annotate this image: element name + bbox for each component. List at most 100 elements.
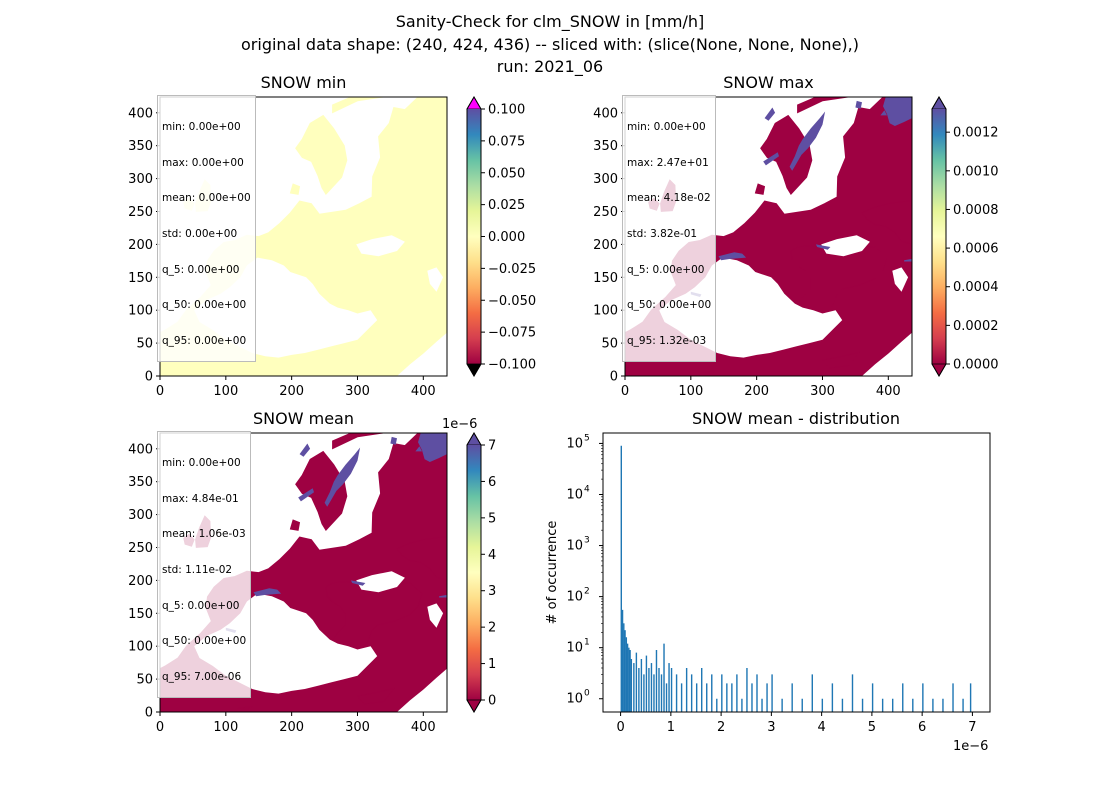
histogram-bar [633,663,635,712]
colorbar-tick-label: −0.100 [488,358,536,373]
y-tick-exponent: 1 [584,638,590,648]
land-shape [332,433,384,450]
y-tick-label: 400 [593,106,618,121]
stat-line: max: 0.00e+00 [162,156,244,169]
y-tick-exponent: 0 [584,689,590,699]
colorbar-over-triangle [931,96,947,110]
y-tick-label: 350 [128,139,153,154]
map-y-ticks: 0 50 100 150 200 250 300 350 400 [593,106,625,385]
histogram-bar [871,683,874,712]
figure-title-line-1: Sanity-Check for clm_SNOW in [mm/h] [395,12,705,31]
stat-line: max: 2.47e+01 [627,156,709,169]
sea-shape [862,332,912,376]
y-tick-label: 300 [593,172,618,187]
histogram-bar [645,655,648,712]
y-tick-label: 200 [128,238,153,253]
x-tick-label: 200 [279,720,304,735]
y-tick-label: 200 [128,574,153,589]
y-tick-label: 350 [593,139,618,154]
land-shape [754,183,766,195]
colorbar-tick-label: 0.0000 [953,358,999,373]
colorbar-over-triangle [466,432,482,446]
colorbar-tick-label: 0 [488,694,496,709]
snow-cells [415,446,422,452]
histogram-bar [625,637,628,712]
histogram-title: SNOW mean - distribution [692,409,900,428]
x-tick-label: 4 [817,720,825,735]
colorbar-snow-mean: 0 1 2 3 4 5 6 7 [466,432,496,713]
histogram-bar [628,647,630,712]
histogram-bar [626,643,629,712]
colorbar-tick-label: 0.0010 [953,164,999,179]
colorbar-tick-label: 7 [488,439,496,454]
stats-box-snow-max: min: 0.00e+00 max: 2.47e+01 mean: 4.18e-… [622,95,717,362]
stat-line: std: 0.00e+00 [162,227,238,240]
snow-cells [904,258,912,262]
histogram-bar [624,630,626,712]
histogram-bar [726,683,728,712]
colorbar-tick-label: −0.050 [488,294,536,309]
colorbar-tick-label: 0.100 [488,103,525,118]
colorbar-tick-label: 0.0012 [953,126,999,141]
colorbar-under-triangle [931,363,947,377]
y-tick-label: 150 [128,607,153,622]
x-tick-label: 300 [345,384,370,399]
x-tick-label: 1 [667,720,675,735]
y-tick-label: 100 [593,304,618,319]
histogram-bar [643,674,645,712]
histogram-bar [801,698,803,712]
stat-line: q_5: 0.00e+00 [162,599,240,612]
histogram-bar [670,668,673,712]
x-tick-label: 300 [810,384,835,399]
histogram-bar [638,668,640,712]
x-tick-label: 200 [744,384,769,399]
y-tick-label: 400 [128,106,153,121]
colorbar-tick-label: 0.0004 [953,280,999,295]
land-shape [332,97,384,114]
colorbar-tick-label: 3 [488,584,496,599]
y-tick-label: 50 [136,673,153,688]
histogram-bar [736,674,738,712]
stat-line: q_50: 0.00e+00 [627,299,712,312]
colorbar-tick-label: 5 [488,511,496,526]
stat-line: q_5: 0.00e+00 [162,263,240,276]
histogram-bar [620,445,622,712]
snow-cells [324,447,361,507]
sea-shape [427,267,444,292]
land-shape [702,370,718,374]
histogram-bar [746,668,748,712]
snow-cells [418,433,447,462]
land-shape [356,687,396,705]
y-tick-label: 10 [566,590,583,605]
x-tick-label: 400 [411,720,436,735]
land-shape [356,351,396,369]
histogram-bar [706,683,708,712]
y-tick-label: 150 [593,271,618,286]
y-tick-exponent: 3 [584,536,590,546]
histogram-bar [912,698,914,712]
snow-cells [718,252,747,261]
map-x-ticks: 0 100 200 300 400 [156,712,436,735]
panel-title: SNOW min [261,73,347,92]
stat-line: std: 1.11e-02 [162,563,233,576]
y-tick-label: 10 [566,692,583,707]
stat-line: min: 0.00e+00 [162,456,241,469]
colorbar-gradient [467,445,481,700]
y-tick-label: 100 [128,640,153,655]
snow-cells [763,152,779,166]
snow-cells [880,110,887,116]
y-tick-label: 300 [128,172,153,187]
x-tick-label: 5 [868,720,876,735]
stat-line: mean: 4.18e-02 [627,192,711,205]
colorbar-tick-label: 0.075 [488,134,525,149]
histogram-bar [635,652,638,712]
colorbar-tick-label: 2 [488,621,496,636]
colorbar-offset-text: 1e−6 [442,417,477,432]
stat-line: q_50: 0.00e+00 [162,635,247,648]
colorbar-tick-label: 0.0002 [953,319,999,334]
histogram-bar [665,683,668,712]
histogram-ylabel: # of occurrence [545,521,560,625]
histogram-bar [952,683,954,712]
land-shape [295,450,348,532]
histogram-bar [891,698,894,712]
